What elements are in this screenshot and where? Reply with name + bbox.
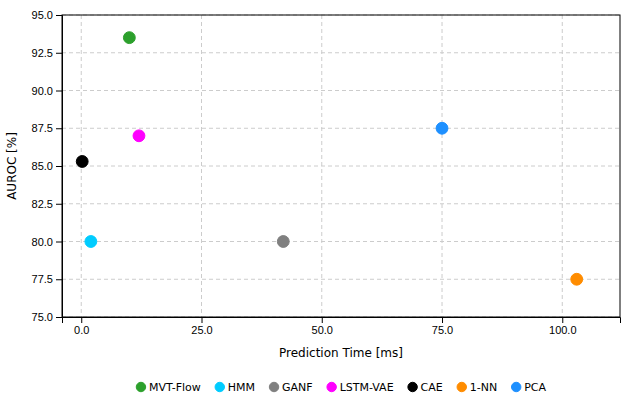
grid-line xyxy=(62,166,620,167)
tick-label: 77.5 xyxy=(32,273,53,285)
tick: 75.0 xyxy=(432,317,453,336)
grid-line xyxy=(62,203,620,204)
tick-mark xyxy=(322,317,323,323)
tick-label: 100.0 xyxy=(549,324,577,336)
tick-label: 25.0 xyxy=(191,324,212,336)
legend-item: GANF xyxy=(269,381,312,394)
legend-marker xyxy=(408,382,417,391)
legend-item: PCA xyxy=(511,381,546,394)
axis-line xyxy=(63,318,621,324)
tick: 87.5 xyxy=(32,122,62,134)
plot: 0.0 25.0 50.0 75.0 100.0 75.0 77.5 80.0 82.5 85.0… xyxy=(32,9,621,336)
point xyxy=(571,273,583,285)
tick: 82.5 xyxy=(32,198,62,210)
grid xyxy=(62,15,620,317)
grid-line xyxy=(62,90,620,91)
point xyxy=(436,122,448,134)
tick-mark xyxy=(562,317,563,323)
chart: 0.0 25.0 50.0 75.0 100.0 75.0 77.5 80.0 82.5 85.0… xyxy=(0,0,640,405)
legend-marker xyxy=(269,382,278,391)
tick: 92.5 xyxy=(32,47,62,59)
tick: 85.0 xyxy=(32,160,62,172)
tick: 90.0 xyxy=(32,85,62,97)
x-axis: 0.0 25.0 50.0 75.0 100.0 xyxy=(63,317,621,336)
tick-label: 75.0 xyxy=(32,311,53,323)
tick: 0.0 xyxy=(74,317,89,336)
legend-item: CAE xyxy=(408,381,443,394)
legend-label: CAE xyxy=(421,381,443,394)
legend-label: MVT-Flow xyxy=(149,381,201,394)
legend-marker xyxy=(136,382,145,391)
legend-marker xyxy=(511,382,520,391)
tick-mark xyxy=(56,91,62,92)
tick-label: 87.5 xyxy=(32,122,53,134)
tick-mark xyxy=(202,317,203,323)
x-axis-title: Prediction Time [ms] xyxy=(279,346,403,360)
y-axis: 75.0 77.5 80.0 82.5 85.0 87.5 90.0 92.5 95.0 xyxy=(32,9,63,323)
point xyxy=(76,156,88,168)
legend-label: HMM xyxy=(228,381,255,394)
tick-mark xyxy=(56,204,62,205)
legend-item: LSTM-VAE xyxy=(327,381,394,394)
legend-label: 1-NN xyxy=(470,381,497,394)
y-axis-title: AUROC [%] xyxy=(5,132,19,200)
tick-mark xyxy=(56,279,62,280)
tick-mark xyxy=(56,242,62,243)
tick: 77.5 xyxy=(32,273,62,285)
tick-label: 92.5 xyxy=(32,47,53,59)
tick: 75.0 xyxy=(32,311,62,323)
point xyxy=(123,32,135,44)
legend-item: HMM xyxy=(215,381,255,394)
tick: 100.0 xyxy=(549,317,577,336)
tick-label: 0.0 xyxy=(74,324,89,336)
axis-line xyxy=(56,16,63,318)
point xyxy=(133,130,145,142)
legend-item: MVT-Flow xyxy=(136,381,201,394)
tick-label: 90.0 xyxy=(32,85,53,97)
legend-label: LSTM-VAE xyxy=(340,381,394,394)
tick-mark xyxy=(442,317,443,323)
grid-line xyxy=(62,52,620,53)
tick-mark xyxy=(56,317,62,318)
legend-marker xyxy=(215,382,224,391)
legend: MVT-Flow HMM GANF LSTM-VAE CAE 1-NN PCA xyxy=(136,381,546,394)
tick-label: 75.0 xyxy=(432,324,453,336)
tick-mark xyxy=(56,53,62,54)
tick-mark xyxy=(56,166,62,167)
grid-line xyxy=(62,128,620,129)
grid-line xyxy=(201,15,202,317)
grid-line xyxy=(62,241,620,242)
plot-frame xyxy=(62,15,620,317)
points xyxy=(76,32,582,285)
tick-label: 80.0 xyxy=(32,236,53,248)
tick: 50.0 xyxy=(312,317,333,336)
tick-mark xyxy=(56,128,62,129)
legend-item: 1-NN xyxy=(457,381,497,394)
tick-label: 85.0 xyxy=(32,160,53,172)
tick: 80.0 xyxy=(32,236,62,248)
tick-mark xyxy=(56,15,62,16)
legend-marker xyxy=(327,382,336,391)
tick-label: 50.0 xyxy=(312,324,333,336)
tick: 95.0 xyxy=(32,9,62,21)
grid-line xyxy=(62,279,620,280)
legend-marker xyxy=(457,382,466,391)
tick-label: 95.0 xyxy=(32,9,53,21)
point xyxy=(277,236,289,248)
point xyxy=(85,236,97,248)
legend-label: GANF xyxy=(282,381,313,394)
legend-label: PCA xyxy=(524,381,546,394)
tick-mark xyxy=(81,317,82,323)
tick-label: 82.5 xyxy=(32,198,53,210)
tick: 25.0 xyxy=(191,317,212,336)
